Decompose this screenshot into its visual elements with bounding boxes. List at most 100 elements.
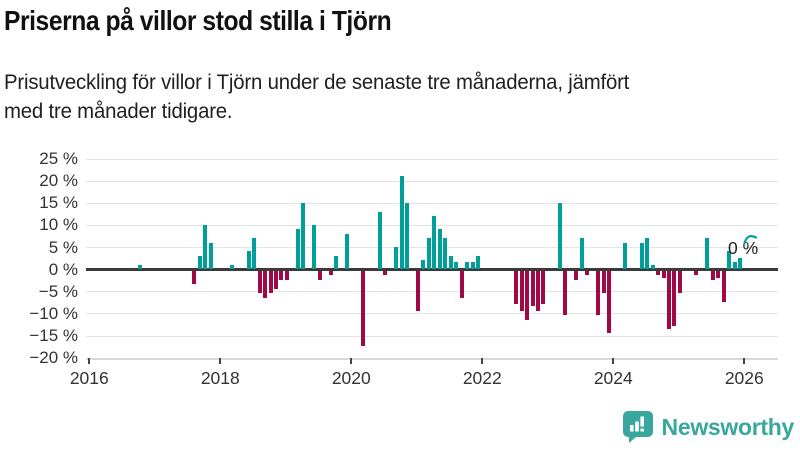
bar-2024-12: [672, 271, 677, 327]
newsworthy-logo: Newsworthy: [622, 410, 794, 444]
bar-2021-12: [475, 255, 480, 269]
bar-2023-11: [601, 271, 606, 294]
bar-2025-01: [677, 271, 682, 294]
bar-2020-11: [405, 202, 409, 269]
bar-2021-07: [448, 255, 453, 269]
bar-2018-12: [279, 271, 284, 280]
bar-2018-06: [246, 251, 251, 269]
bar-2022-11: [536, 271, 540, 311]
bar-2019-07: [317, 271, 322, 280]
annotation-leader-arrow: [743, 235, 758, 245]
newsworthy-logo-icon: [622, 411, 653, 443]
bar-2025-10: [727, 251, 731, 269]
x-axis-tick: [219, 358, 222, 364]
bar-2023-07: [579, 238, 584, 269]
x-axis-label: 2024: [593, 368, 633, 388]
subtitle-line-1: Prisutveckling för villor i Tjörn under …: [4, 71, 630, 94]
bar-2025-09: [721, 271, 726, 302]
bar-2023-04: [563, 271, 568, 316]
bar-2025-11: [732, 262, 737, 269]
bar-2019-03: [295, 229, 300, 269]
gridline: [86, 335, 778, 337]
bar-2019-09: [328, 271, 333, 276]
chart-subtitle: Prisutveckling för villor i Tjörn under …: [4, 68, 629, 126]
gridline: [86, 247, 778, 249]
bar-2020-03: [361, 271, 366, 347]
x-axis-label: 2020: [331, 368, 371, 388]
x-axis-tick: [743, 358, 746, 364]
bar-2025-12: [737, 257, 742, 269]
x-axis-tick: [350, 358, 353, 364]
zero-line: [86, 268, 778, 271]
bar-2023-03: [557, 202, 562, 269]
bar-2021-05: [437, 229, 442, 269]
y-axis-label: 25 %: [39, 149, 78, 169]
bar-2024-09: [656, 271, 661, 276]
bar-2024-03: [623, 242, 628, 269]
x-axis-label: 2016: [69, 368, 109, 388]
x-axis-label: 2018: [200, 368, 240, 388]
bar-2020-09: [394, 246, 399, 269]
gridline: [86, 158, 778, 160]
bar-2016-10: [137, 264, 142, 269]
bar-2021-11: [470, 262, 475, 269]
bar-2021-01: [415, 271, 420, 311]
bar-2018-08: [257, 271, 262, 294]
gridline: [86, 291, 778, 293]
bar-2019-12: [344, 233, 349, 269]
y-axis-label: −20 %: [29, 348, 78, 368]
bar-2025-07: [710, 271, 715, 280]
y-axis-label: 15 %: [39, 193, 78, 213]
y-axis-label: −10 %: [29, 303, 78, 323]
y-axis-label: 10 %: [39, 215, 78, 235]
bar-2023-08: [585, 271, 590, 276]
page-title: Priserna på villor stod stilla i Tjörn: [4, 5, 392, 36]
subtitle-line-2: med tre månader tidigare.: [4, 100, 233, 123]
bar-2024-08: [650, 264, 655, 269]
bar-2025-06: [705, 238, 710, 269]
bar-2019-01: [284, 271, 289, 280]
bar-2020-07: [383, 271, 388, 276]
bar-2019-06: [312, 224, 317, 269]
x-axis-tick: [88, 358, 91, 364]
bar-2021-08: [454, 262, 459, 269]
bar-2017-09: [197, 255, 202, 269]
bar-2018-03: [230, 264, 235, 269]
bar-2024-10: [661, 271, 666, 278]
gridline: [86, 202, 778, 204]
gridline: [86, 357, 778, 360]
bar-2025-04: [694, 271, 699, 276]
bar-2021-10: [465, 262, 469, 269]
bar-2020-06: [377, 211, 382, 269]
bar-2023-12: [606, 271, 611, 333]
bar-2017-11: [208, 242, 213, 269]
bar-2021-04: [432, 215, 437, 269]
y-axis-label: −5 %: [38, 281, 78, 301]
y-axis-label: −15 %: [29, 326, 78, 346]
x-axis-tick: [612, 358, 615, 364]
x-axis-label: 2022: [462, 368, 502, 388]
bar-2024-07: [645, 238, 650, 269]
bar-2018-10: [268, 271, 273, 294]
bar-2021-06: [443, 238, 448, 269]
x-axis-label: 2026: [724, 368, 764, 388]
gridline: [86, 224, 778, 226]
bar-2023-10: [596, 271, 600, 316]
y-axis-label: 0 %: [48, 259, 78, 279]
bar-2025-08: [716, 271, 721, 278]
gridline: [86, 180, 778, 182]
bar-2019-04: [301, 202, 306, 269]
latest-value-annotation: 0 %: [728, 238, 759, 258]
bar-2018-07: [252, 238, 257, 269]
bar-2022-10: [530, 271, 535, 307]
bar-2019-10: [334, 255, 338, 269]
bar-2021-02: [421, 260, 426, 269]
bar-2022-12: [541, 271, 546, 305]
bar-2022-09: [525, 271, 530, 320]
newsworthy-logo-text: Newsworthy: [661, 413, 795, 440]
bar-2021-09: [459, 271, 464, 298]
gridline: [86, 313, 778, 315]
bar-2024-06: [639, 242, 644, 269]
